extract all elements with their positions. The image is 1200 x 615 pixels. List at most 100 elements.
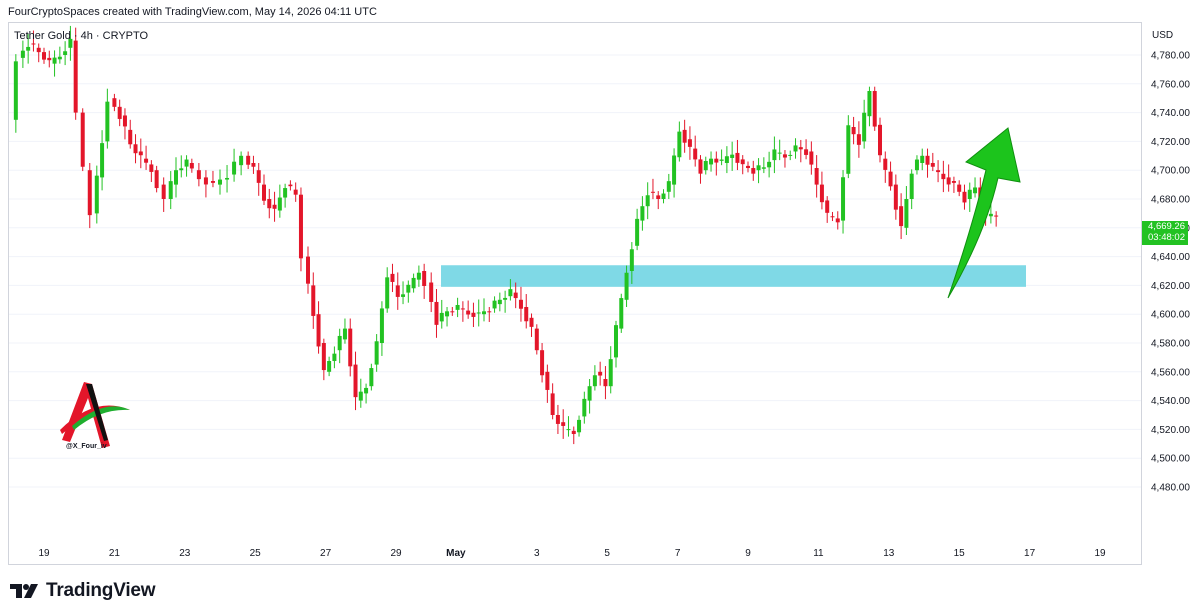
candle-body (450, 311, 455, 313)
candle-body (592, 375, 597, 387)
y-tick-label: 4,760.00 (1151, 79, 1190, 90)
tradingview-logo[interactable]: TradingView (10, 580, 156, 602)
x-tick-label: 3 (534, 548, 540, 559)
candle-body (650, 191, 655, 193)
candle-body (782, 154, 787, 158)
y-tick-label: 4,720.00 (1151, 137, 1190, 148)
candle-body (117, 106, 122, 119)
candle-body (272, 204, 277, 209)
candle-body (251, 163, 256, 167)
x-tick-label: May (446, 548, 466, 559)
chart-frame[interactable] (8, 22, 1142, 565)
candle-body (434, 301, 439, 325)
candle-body (930, 163, 935, 167)
y-tick-label: 4,520.00 (1151, 425, 1190, 436)
candle-body (20, 50, 25, 58)
candle-body (311, 285, 316, 316)
candle-body (804, 149, 809, 155)
candle-body (471, 312, 476, 317)
x-tick-label: 7 (675, 548, 681, 559)
candle-body (262, 184, 266, 201)
candle-body (661, 193, 666, 199)
y-tick-label: 4,500.00 (1151, 454, 1190, 465)
last-price-countdown: 03:48:02 (1148, 232, 1185, 243)
tradingview-logo-icon (10, 584, 38, 598)
price-scale-border (1141, 22, 1142, 565)
candle-body (466, 310, 471, 315)
candle-body (161, 184, 166, 199)
candle-body (342, 328, 347, 340)
candle-body (735, 152, 740, 163)
candle-body (677, 131, 682, 158)
candle-body (31, 43, 36, 45)
y-tick-layer: 4,480.00 4,500.00 4,520.00 4,540.00 4,560.00… (1151, 51, 1190, 494)
candle-body (856, 134, 861, 145)
candle-body (867, 91, 872, 117)
candle-body (941, 173, 946, 180)
candle-body (422, 271, 427, 286)
last-price-tag: 4,669.26 03:48:02 (1142, 221, 1188, 245)
candle-body (73, 40, 78, 113)
candle-body (851, 127, 856, 135)
candle-body (756, 165, 761, 171)
candle-body (529, 317, 534, 327)
candle-body (203, 177, 208, 185)
candle-body (460, 308, 465, 310)
candle-body (714, 158, 719, 163)
candle-body (788, 154, 793, 156)
y-tick-label: 4,580.00 (1151, 339, 1190, 350)
candle-body (534, 328, 539, 351)
candle-body (571, 430, 576, 435)
candle-body (608, 359, 613, 387)
x-tick-label: 19 (38, 548, 50, 559)
candle-body (401, 294, 406, 297)
support-zone (441, 265, 1026, 287)
candle-body (293, 189, 298, 195)
x-tick-label: 19 (1094, 548, 1106, 559)
candle-body (724, 156, 729, 163)
candle-body (582, 398, 587, 417)
candle-body (545, 371, 550, 390)
candle-body (179, 168, 184, 171)
y-tick-label: 4,780.00 (1151, 51, 1190, 62)
candle-body (327, 361, 332, 372)
candle-body (603, 379, 608, 387)
candle-body (36, 47, 41, 53)
candle-body (184, 159, 189, 167)
candle-body (666, 181, 671, 192)
up-arrow-annotation (947, 127, 1021, 299)
candle-body (332, 353, 337, 361)
candle-body (439, 312, 444, 322)
candle-body (693, 148, 698, 160)
candle-body (411, 277, 416, 289)
candle-body (476, 312, 481, 314)
candle-body (100, 143, 105, 178)
candle-body (746, 165, 750, 169)
x-tick-label: 13 (883, 548, 895, 559)
candle-body (348, 328, 353, 367)
candle-body (988, 213, 993, 217)
x-tick-label: 11 (813, 548, 824, 559)
y-tick-label: 4,740.00 (1151, 108, 1190, 119)
y-tick-label: 4,640.00 (1151, 252, 1190, 263)
candle-body (503, 297, 508, 300)
candle-body (740, 159, 745, 165)
candle-body (883, 158, 888, 170)
candle-body (767, 161, 772, 168)
currency-label[interactable]: USD (1152, 30, 1174, 41)
candle-body (57, 56, 62, 60)
candle-body (112, 98, 117, 107)
candle-body (482, 311, 486, 315)
candle-body (830, 216, 835, 218)
candle-body (946, 177, 951, 185)
y-tick-label: 4,700.00 (1151, 166, 1190, 177)
candle-body (730, 154, 735, 158)
x-tick-label: 27 (320, 548, 332, 559)
candle-body (168, 181, 173, 199)
candle-body (698, 159, 703, 174)
candle-body (455, 304, 460, 310)
candle-body (189, 163, 194, 169)
candle-body (395, 285, 400, 297)
candle-body (957, 184, 962, 192)
